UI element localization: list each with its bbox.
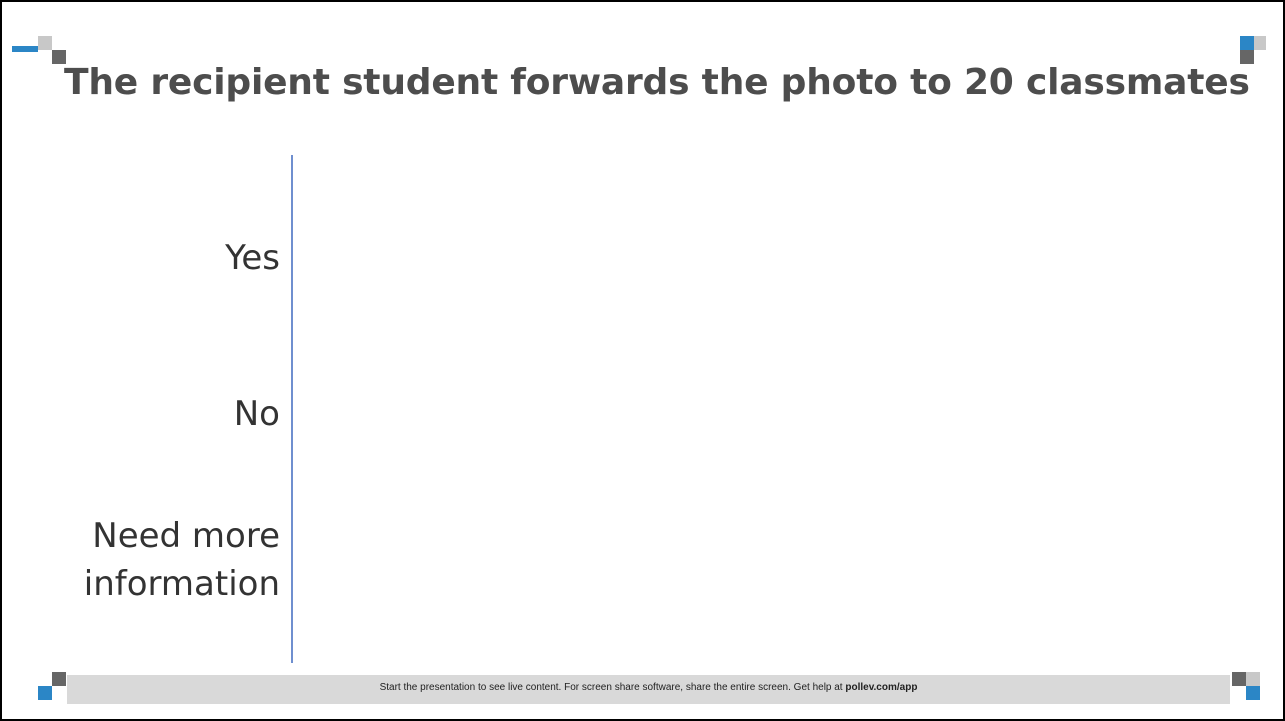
footer-text: Start the presentation to see live conte… [67, 682, 1230, 693]
chart-axis-line [291, 155, 293, 663]
footer-help-link[interactable]: pollev.com/app [845, 682, 917, 693]
option-no: No [234, 394, 280, 434]
decor-square-bottom-right-blue [1246, 686, 1260, 700]
option-need-more-line2: information [84, 564, 280, 604]
option-need-more-line1: Need more [92, 516, 280, 556]
decor-square-top-right-light [1254, 36, 1266, 50]
decor-square-top-left-light [38, 36, 52, 50]
slide-title: The recipient student forwards the photo… [64, 62, 1244, 103]
decor-square-bottom-right-dark [1232, 672, 1246, 686]
decor-square-bottom-left-blue [38, 686, 52, 700]
decor-square-bottom-left-dark [52, 672, 66, 686]
option-yes: Yes [225, 238, 280, 278]
footer-message: Start the presentation to see live conte… [380, 682, 846, 693]
decor-bar-top-left [12, 46, 38, 52]
footer-bar: Start the presentation to see live conte… [67, 675, 1230, 704]
decor-square-bottom-right-light [1246, 672, 1260, 686]
decor-square-top-right-blue [1240, 36, 1254, 50]
